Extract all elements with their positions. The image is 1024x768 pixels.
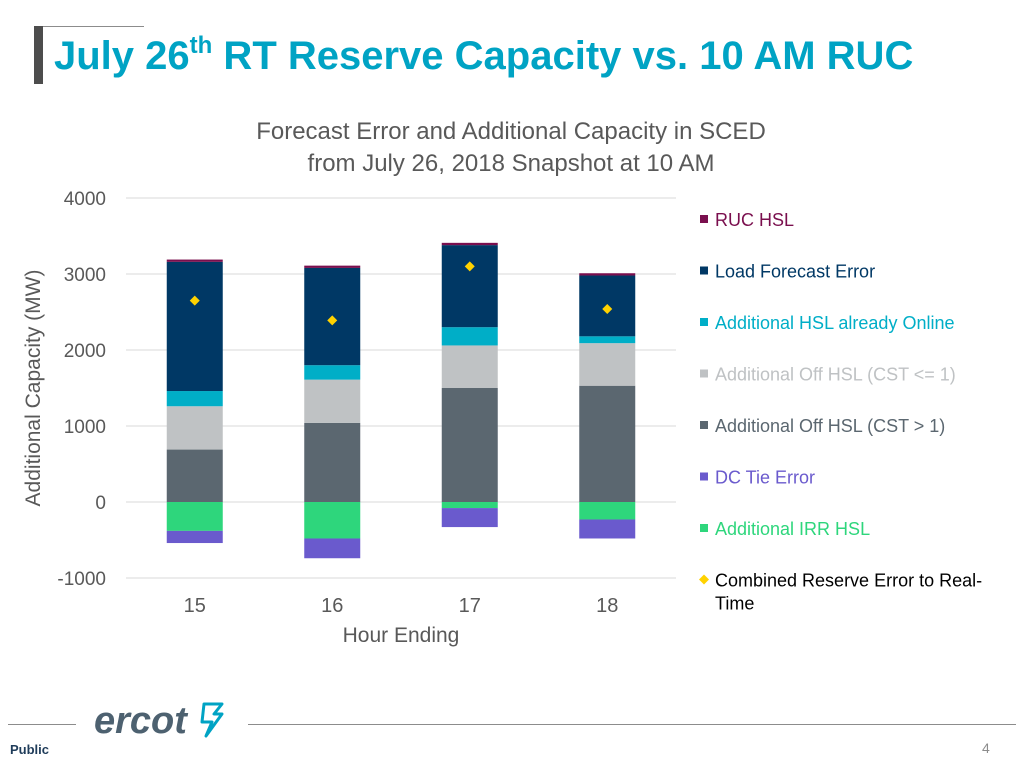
bar-segment: [166, 406, 223, 450]
chart-title: Forecast Error and Additional Capacity i…: [256, 118, 766, 145]
legend-label: Additional IRR HSL: [715, 519, 870, 539]
bar-segment: [441, 388, 498, 502]
bar-segment: [441, 345, 498, 388]
legend-swatch: [700, 215, 708, 223]
bar-segment: [304, 422, 361, 502]
bar-segment: [304, 502, 361, 539]
legend-label: Additional Off HSL (CST <= 1): [715, 365, 956, 385]
bar-segment: [579, 385, 636, 502]
bar-segment: [166, 259, 223, 262]
legend-label: Additional HSL already Online: [715, 313, 954, 333]
y-tick-label: 1000: [64, 417, 106, 438]
slide-title: July 26th RT Reserve Capacity vs. 10 AM …: [54, 34, 913, 79]
footer-public-label: Public: [10, 742, 50, 757]
bar-segment: [579, 336, 636, 344]
legend-swatch: [700, 318, 708, 326]
bar-segment: [579, 519, 636, 539]
legend-label: RUC HSL: [715, 210, 794, 230]
title-top-rule: [34, 26, 144, 27]
title-accent-bar: [34, 26, 43, 84]
bar-segment: [579, 343, 636, 386]
bar-segment: [304, 379, 361, 423]
scatter-point: [602, 303, 613, 314]
y-tick-label: 0: [95, 493, 106, 514]
bar-segment: [166, 261, 223, 392]
bar-segment: [579, 502, 636, 520]
page-number: 4: [982, 740, 990, 756]
y-tick-label: 2000: [64, 341, 106, 362]
bar-segment: [304, 265, 361, 268]
scatter-point: [464, 261, 475, 272]
footer-rule-left: [8, 724, 76, 725]
legend-swatch: [700, 472, 708, 481]
y-axis-label: Additional Capacity (MW): [22, 270, 45, 507]
y-tick-label: 3000: [64, 265, 106, 286]
x-tick-label: 15: [184, 595, 206, 617]
title-prefix: July 26: [54, 34, 190, 78]
bar-segment: [441, 327, 498, 346]
title-suffix: RT Reserve Capacity vs. 10 AM RUC: [212, 34, 914, 78]
footer-rule-right: [248, 724, 1016, 725]
bar-segment: [441, 245, 498, 328]
x-tick-label: 18: [596, 595, 618, 617]
y-tick-label: -1000: [57, 569, 106, 590]
bar-segment: [441, 502, 498, 509]
bar-segment: [166, 391, 223, 407]
x-tick-label: 17: [459, 595, 481, 617]
bar-segment: [441, 242, 498, 246]
x-axis-label: Hour Ending: [343, 624, 460, 647]
legend-label: DC Tie Error: [715, 468, 815, 488]
chart-subtitle: from July 26, 2018 Snapshot at 10 AM: [308, 150, 715, 177]
bar-segment: [166, 502, 223, 531]
legend-label: Load Forecast Error: [715, 262, 875, 282]
bar-segment: [304, 538, 361, 559]
legend-swatch: [699, 574, 709, 585]
legend-swatch: [700, 421, 708, 429]
title-superscript: th: [189, 32, 213, 59]
legend-swatch: [700, 524, 708, 532]
bar-segment: [304, 365, 361, 380]
y-tick-label: 4000: [64, 189, 106, 210]
legend-label: Additional Off HSL (CST > 1): [715, 416, 945, 436]
legend-label: Combined Reserve Error to Real-Time: [715, 571, 982, 614]
scatter-point: [327, 315, 338, 326]
scatter-point: [189, 295, 200, 306]
bar-segment: [166, 449, 223, 502]
legend-swatch: [700, 266, 708, 275]
x-tick-label: 16: [321, 595, 343, 617]
bar-segment: [441, 508, 498, 528]
ercot-logo: ercot: [94, 700, 187, 742]
legend-swatch: [700, 369, 708, 378]
ercot-logo-mark-icon: [200, 702, 224, 738]
bar-segment: [579, 273, 636, 276]
bar-segment: [166, 530, 223, 544]
